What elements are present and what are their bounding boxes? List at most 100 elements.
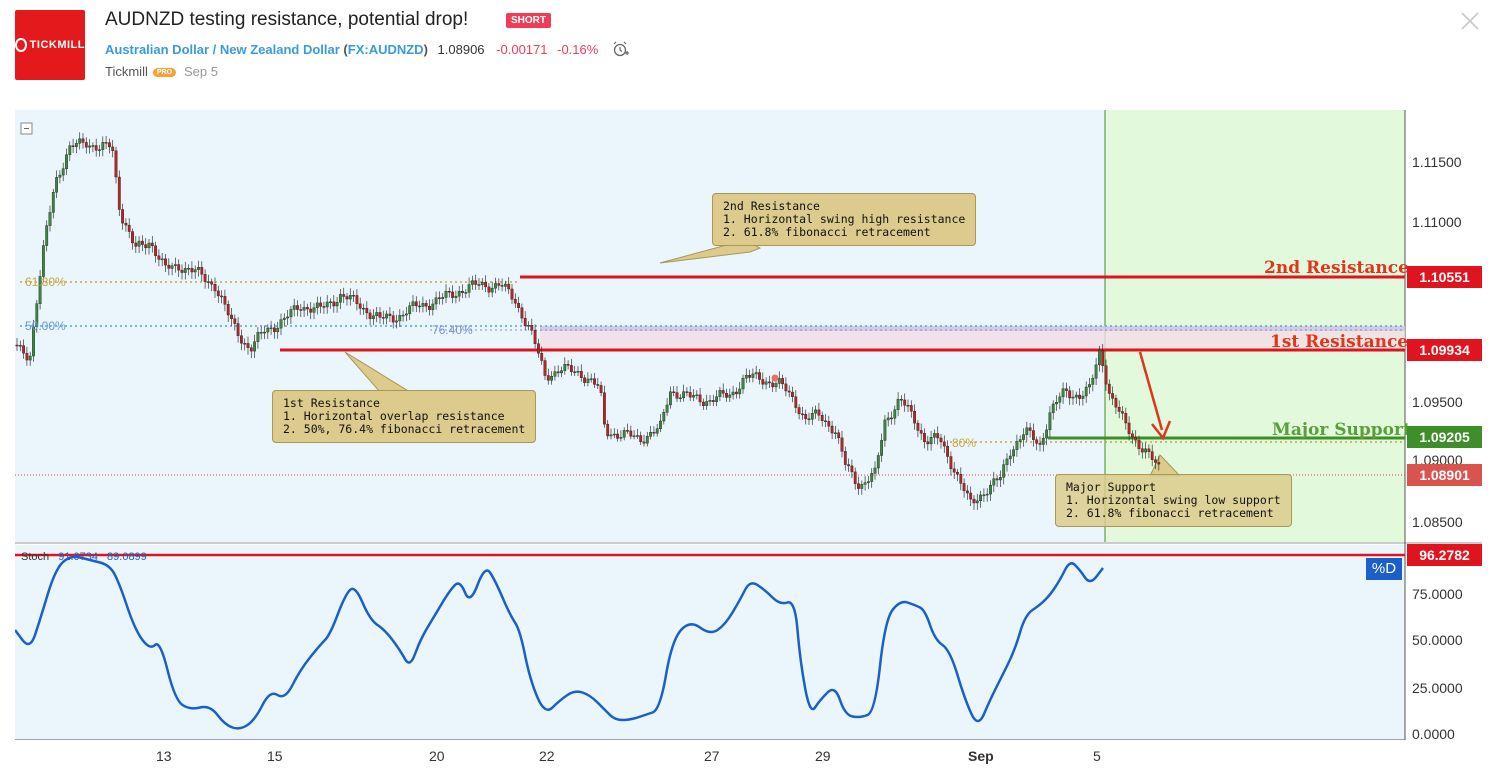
candle-body [408, 305, 412, 315]
candle-body [117, 176, 121, 210]
candle-body [332, 301, 336, 307]
candle-body [398, 315, 402, 322]
close-icon[interactable] [1459, 10, 1481, 32]
callout-second-resistance: 2nd Resistance 1. Horizontal swing high … [712, 193, 977, 246]
candle-body [787, 390, 791, 393]
candle-body [464, 292, 468, 294]
candle-body [523, 317, 527, 326]
candle-body [982, 494, 986, 497]
candle-body [695, 394, 699, 397]
candle-body [807, 418, 811, 421]
candle-body [791, 391, 794, 397]
candle-body [101, 142, 105, 150]
candle-body [655, 428, 659, 434]
candle-body [28, 355, 32, 361]
candle-body [682, 391, 686, 399]
candle-body [206, 281, 210, 283]
candle-body [471, 280, 474, 285]
candle-body [639, 435, 643, 443]
candle-body [68, 145, 72, 155]
price-tick: 1.11500 [1412, 154, 1462, 170]
alarm-clock-icon[interactable] [612, 41, 630, 57]
stoch-d-badge: %D [1366, 558, 1402, 580]
candle-body [1127, 422, 1131, 435]
major-support-label: Major Support [1272, 420, 1411, 440]
candle-body [913, 410, 917, 424]
candle-body [279, 319, 283, 329]
candle-body [170, 265, 174, 269]
candle-body [771, 382, 775, 388]
candle-body [543, 360, 547, 376]
candle-body [1121, 411, 1124, 414]
candle-body [414, 301, 418, 307]
candle-body [979, 494, 983, 502]
fib-618-label: 61.80% [25, 275, 66, 289]
candle-body [1008, 455, 1012, 460]
candle-body [25, 352, 29, 361]
candle-body [685, 391, 689, 393]
candle-body [1134, 436, 1138, 441]
candle-body [65, 154, 68, 169]
price-change-pct: -0.16% [557, 42, 599, 57]
symbol-name-link[interactable]: Australian Dollar / New Zealand Dollar [105, 42, 340, 57]
candle-body [494, 283, 497, 289]
resistance-zone-top-band [540, 326, 1405, 331]
candle-body [200, 266, 204, 275]
candle-body [1124, 413, 1128, 424]
candle-body [956, 471, 959, 475]
candle-body [447, 291, 451, 293]
candle-body [173, 264, 177, 266]
candle-body [315, 302, 319, 308]
candle-body [187, 268, 190, 270]
candle-body [467, 284, 471, 293]
candle-body [936, 433, 940, 439]
candle-body [322, 306, 326, 308]
candle-body [348, 295, 352, 300]
candle-body [1144, 448, 1148, 453]
candle-body [863, 482, 867, 485]
candle-body [946, 445, 950, 457]
candle-body [1088, 384, 1091, 388]
second-resistance-label: 2nd Resistance [1264, 258, 1409, 278]
candle-body [560, 370, 563, 374]
candle-body [339, 294, 342, 303]
candle-body [1005, 458, 1009, 465]
candle-body [662, 412, 666, 422]
candle-body [1012, 449, 1016, 457]
candle-body [645, 435, 649, 444]
candlestick-series [15, 132, 1161, 510]
candle-body [421, 303, 425, 307]
candle-body [916, 422, 920, 431]
candle-body [972, 498, 976, 504]
major-support-price-label: 1.09205 [1407, 426, 1482, 448]
candle-body [718, 390, 722, 397]
candle-body [1061, 388, 1065, 398]
stoch-d-line [15, 555, 1104, 730]
candle-body [299, 309, 303, 311]
candle-body [563, 364, 567, 371]
candle-body [362, 307, 365, 310]
candle-body [966, 490, 969, 494]
current-price-label: 1.08901 [1407, 464, 1482, 486]
candle-body [490, 287, 494, 293]
candle-body [253, 341, 256, 352]
idea-title: AUDNZD testing resistance, potential dro… [105, 9, 469, 30]
author-line: Tickmill PRO Sep 5 [105, 64, 218, 79]
candle-body [546, 375, 550, 381]
candle-body [418, 305, 421, 308]
candle-body [292, 305, 296, 310]
chart-canvas[interactable] [15, 110, 1482, 740]
candle-body [995, 478, 999, 481]
candle-body [652, 432, 656, 434]
stoch-tick: 0.0000 [1412, 726, 1455, 742]
candle-body [15, 344, 19, 347]
candle-body [721, 390, 725, 394]
candle-body [411, 301, 415, 306]
pro-badge: PRO [152, 68, 177, 77]
candle-body [38, 276, 42, 304]
candle-body [302, 307, 306, 311]
candle-body [81, 138, 85, 143]
author-name-link[interactable]: Tickmill [105, 64, 148, 79]
candle-body [124, 222, 128, 226]
symbol-code-link[interactable]: FX:AUDNZD [347, 42, 424, 57]
